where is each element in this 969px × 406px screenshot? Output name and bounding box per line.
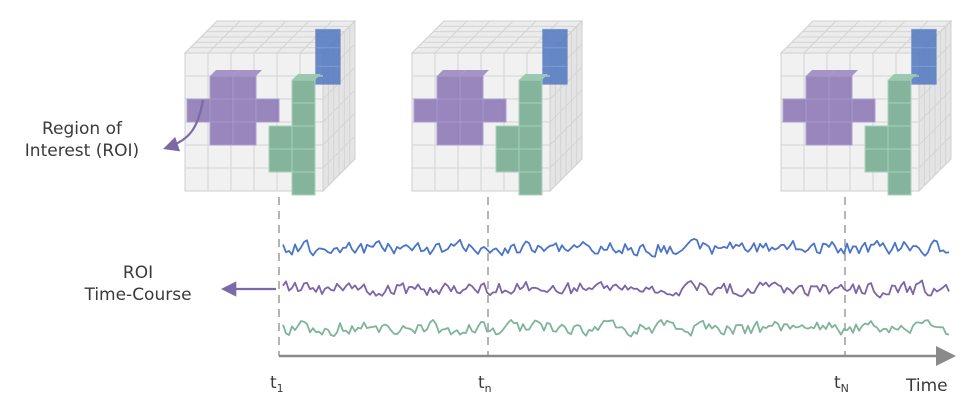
- roi-voxel-purple: [482, 98, 507, 123]
- roi-voxel-green: [518, 148, 543, 173]
- roi-voxel-purple: [232, 121, 257, 146]
- roi-voxel-green: [291, 102, 316, 127]
- voxel-volumes: [183, 19, 953, 196]
- roi-voxel-purple: [209, 121, 234, 146]
- roi-voxel-purple: [232, 98, 257, 123]
- roi-voxel-purple-cap: [437, 70, 466, 76]
- roi-label: Region of Interest (ROI): [6, 118, 158, 162]
- roi-time-courses: [282, 238, 950, 338]
- voxel-volume-t1: [183, 19, 357, 196]
- tick-t1: t1: [270, 372, 284, 400]
- roi-voxel-purple: [209, 75, 234, 100]
- roi-voxel-green: [518, 125, 543, 150]
- roi-voxel-green: [268, 148, 293, 173]
- tick-tn: tn: [478, 372, 492, 400]
- timecourse-purple: [282, 279, 950, 299]
- roi-voxel-green: [495, 125, 520, 150]
- roi-voxel-green: [887, 79, 912, 104]
- voxel-volume-tN: [779, 19, 953, 196]
- roi-voxel-green: [291, 148, 316, 173]
- roi-voxel-purple: [805, 121, 830, 146]
- tick-tN-sub: N: [840, 382, 849, 395]
- roi-voxel-purple: [413, 98, 438, 123]
- roi-voxel-purple: [459, 75, 484, 100]
- tick-tN-main: t: [834, 373, 841, 393]
- roi-voxel-purple: [436, 121, 461, 146]
- roi-voxel-green: [887, 102, 912, 127]
- tick-tN: tN: [834, 372, 849, 400]
- roi-voxel-purple: [255, 98, 280, 123]
- roi-voxel-purple: [232, 75, 257, 100]
- tick-t1-sub: 1: [276, 382, 284, 395]
- roi-voxel-purple: [805, 75, 830, 100]
- roi-voxel-green: [291, 79, 316, 104]
- roi-pointer-arrow: [163, 99, 205, 152]
- timecourse-green: [282, 319, 950, 338]
- timecourse-label: ROI Time-Course: [62, 262, 214, 306]
- roi-voxel-green: [291, 125, 316, 150]
- roi-voxel-purple: [828, 98, 853, 123]
- roi-voxel-purple-cap: [233, 70, 262, 76]
- roi-voxel-purple: [436, 98, 461, 123]
- roi-label-line2: Interest (ROI): [24, 141, 140, 161]
- roi-voxel-green-cap: [292, 74, 321, 80]
- roi-voxel-purple: [209, 98, 234, 123]
- timecourse-label-line2: Time-Course: [84, 285, 192, 305]
- roi-voxel-green: [291, 171, 316, 196]
- roi-voxel-purple: [436, 75, 461, 100]
- roi-voxel-green: [887, 125, 912, 150]
- roi-voxel-green: [495, 148, 520, 173]
- roi-voxel-green-cap: [519, 74, 548, 80]
- roi-voxel-purple-cap: [460, 70, 489, 76]
- roi-voxel-green: [864, 148, 889, 173]
- roi-voxel-purple-cap: [829, 70, 858, 76]
- roi-voxel-purple-cap: [210, 70, 239, 76]
- timecourse-blue: [282, 238, 950, 258]
- roi-voxel-purple: [459, 121, 484, 146]
- tick-tn-sub: n: [484, 382, 492, 395]
- roi-voxel-purple: [828, 121, 853, 146]
- roi-voxel-green: [268, 125, 293, 150]
- roi-voxel-green: [887, 171, 912, 196]
- roi-voxel-purple: [459, 98, 484, 123]
- voxel-volume-tn: [410, 19, 584, 196]
- tick-tn-main: t: [478, 373, 485, 393]
- roi-voxel-green: [518, 79, 543, 104]
- time-axis-label: Time: [906, 376, 948, 396]
- roi-voxel-purple: [782, 98, 807, 123]
- roi-voxel-green: [518, 171, 543, 196]
- roi-voxel-purple: [828, 75, 853, 100]
- timecourse-label-line1: ROI: [122, 263, 154, 283]
- roi-voxel-purple: [851, 98, 876, 123]
- roi-voxel-green: [864, 125, 889, 150]
- roi-label-line1: Region of: [42, 119, 122, 139]
- roi-voxel-green-cap: [888, 74, 917, 80]
- roi-voxel-green: [518, 102, 543, 127]
- roi-voxel-purple-cap: [806, 70, 835, 76]
- roi-voxel-purple: [805, 98, 830, 123]
- tick-t1-main: t: [270, 373, 277, 393]
- roi-voxel-green: [887, 148, 912, 173]
